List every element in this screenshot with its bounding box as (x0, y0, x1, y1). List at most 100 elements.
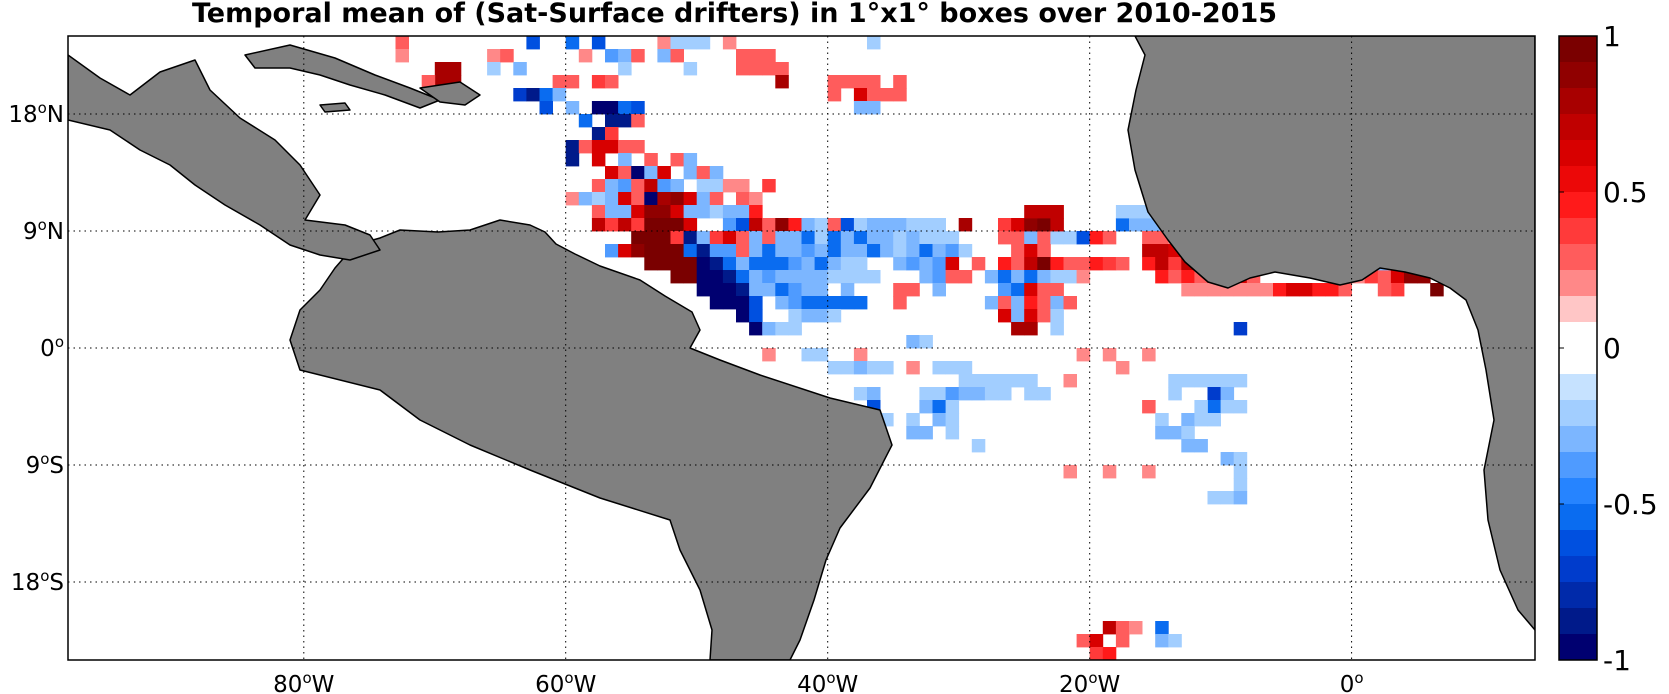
lon-tick-label: 0o (1340, 669, 1364, 694)
data-cell (1011, 374, 1025, 388)
data-cell (1050, 231, 1064, 245)
data-cell (722, 270, 737, 284)
data-cell (1259, 283, 1274, 297)
data-cell (919, 257, 933, 271)
data-cell (618, 114, 632, 128)
data-cell (749, 244, 763, 258)
data-cell (749, 192, 763, 206)
data-cell (591, 192, 606, 206)
data-cell (670, 179, 684, 193)
data-cell (984, 296, 999, 310)
data-cell (1233, 491, 1248, 505)
data-cell (945, 244, 960, 258)
data-cell (788, 257, 802, 271)
data-cell (919, 244, 933, 258)
data-cell (827, 218, 842, 232)
data-cell (840, 218, 855, 232)
data-cell (945, 413, 960, 427)
data-cell (880, 88, 894, 102)
data-cell (605, 49, 619, 63)
data-cell (605, 127, 619, 141)
data-cell (631, 218, 645, 232)
data-cell (932, 231, 946, 245)
data-cell (605, 192, 619, 206)
data-cell (1089, 647, 1104, 660)
colorbar-swatch (1559, 426, 1597, 453)
colorbar-swatch (1559, 452, 1597, 479)
data-cell (565, 75, 580, 89)
colorbar-swatch (1559, 556, 1597, 583)
data-cell (814, 296, 829, 310)
data-cell (906, 361, 920, 375)
data-cell (1050, 283, 1064, 297)
colorbar-swatch (1559, 582, 1597, 609)
colorbar-swatch (1559, 88, 1597, 115)
data-cell (788, 296, 802, 310)
data-cell (998, 296, 1012, 310)
data-cell (591, 205, 606, 219)
data-cell (971, 387, 986, 401)
data-cell (1233, 452, 1248, 466)
data-cell (1102, 257, 1117, 271)
data-cell (867, 231, 881, 245)
data-cell (1076, 231, 1091, 245)
gridlines (68, 36, 1535, 660)
data-cell (775, 218, 789, 232)
data-cell (840, 257, 855, 271)
data-cell (893, 231, 907, 245)
data-cell (683, 244, 698, 258)
data-cell (605, 166, 619, 180)
data-cell (644, 166, 658, 180)
data-cell (919, 270, 933, 284)
data-cell (827, 231, 842, 245)
data-cell (998, 374, 1012, 388)
data-cell (696, 192, 711, 206)
data-cell (1233, 478, 1248, 492)
data-cell (945, 231, 960, 245)
data-cell (1233, 283, 1248, 297)
data-cell (526, 36, 540, 50)
data-cell (893, 296, 907, 310)
data-cell (919, 400, 933, 414)
data-cell (762, 49, 776, 63)
data-cell (644, 179, 658, 193)
data-cell (657, 257, 671, 271)
data-cell (605, 244, 619, 258)
data-cell (801, 309, 815, 323)
data-cell (827, 244, 842, 258)
data-cell (1168, 270, 1182, 284)
data-cell (880, 361, 894, 375)
data-cell (1181, 413, 1195, 427)
data-cell (932, 361, 946, 375)
data-cell (1220, 374, 1235, 388)
data-cell (709, 270, 724, 284)
data-cell (618, 179, 632, 193)
data-cell (1024, 309, 1038, 323)
data-cell (762, 244, 776, 258)
colorbar-swatch (1559, 36, 1597, 63)
data-cell (932, 218, 946, 232)
data-cell (853, 244, 868, 258)
data-cell (893, 88, 907, 102)
data-cell (814, 283, 829, 297)
colorbar-swatch (1559, 244, 1597, 271)
data-cell (1024, 205, 1038, 219)
data-cell (657, 205, 671, 219)
data-cell (644, 244, 658, 258)
data-cell (998, 309, 1012, 323)
data-cell (906, 426, 920, 440)
colorbar-label: -1 (1603, 644, 1631, 677)
colorbar-swatch (1559, 348, 1597, 375)
data-cell (919, 387, 933, 401)
data-cell (932, 413, 946, 427)
data-cell (539, 101, 553, 115)
data-cell (1286, 283, 1300, 297)
cuba-island (244, 44, 441, 109)
data-cell (1024, 244, 1038, 258)
data-cell (1037, 205, 1051, 219)
data-cell (1011, 283, 1025, 297)
data-cell (788, 283, 802, 297)
data-cell (788, 270, 802, 284)
data-cell (578, 49, 593, 63)
